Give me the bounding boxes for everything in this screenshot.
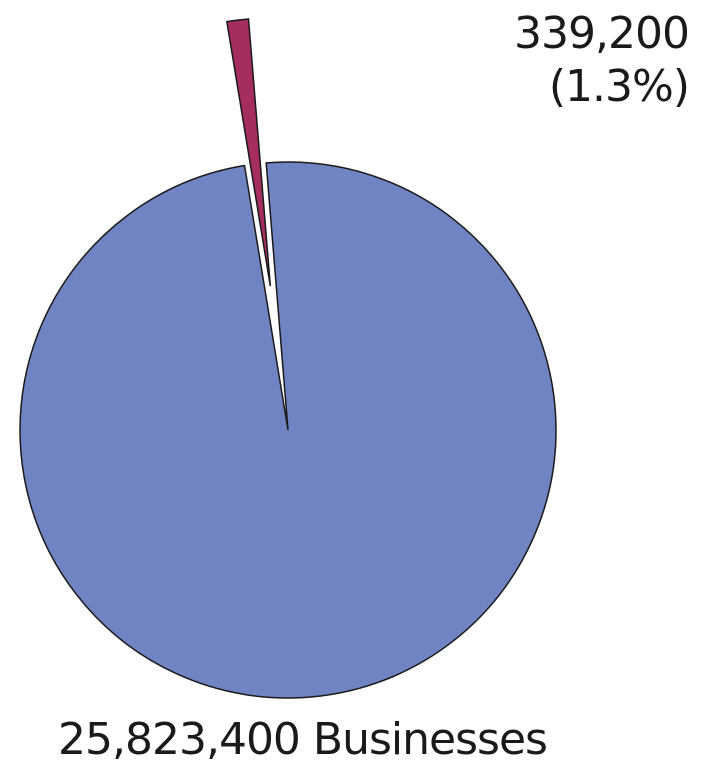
pie-slice-small xyxy=(225,18,272,287)
pie-slice-businesses xyxy=(19,161,557,699)
slice-value-label: 339,200 xyxy=(514,8,690,59)
slice-percent-label: (1.3%) xyxy=(548,60,690,112)
slice-label-businesses: 25,823,400 Businesses xyxy=(58,714,548,765)
slice-label-small: 339,200 (1.3%) xyxy=(514,8,690,114)
